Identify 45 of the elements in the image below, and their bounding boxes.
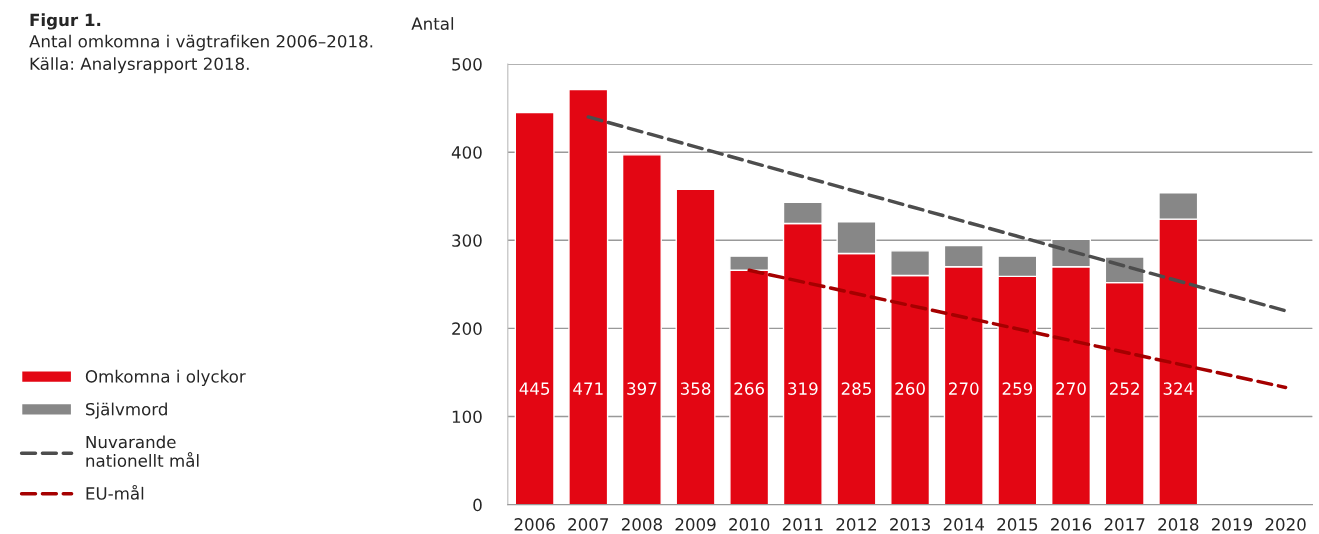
x-tick-label: 2014 xyxy=(943,518,985,531)
bar xyxy=(675,188,716,505)
y-axis-title: Antal xyxy=(411,17,454,31)
data-label: 445 xyxy=(519,382,550,395)
x-tick-label: 2016 xyxy=(1051,518,1092,531)
data-label: 471 xyxy=(573,382,603,395)
data-label: 266 xyxy=(734,382,765,395)
y-tick-label: 0 xyxy=(473,498,482,512)
data-label: 324 xyxy=(1163,382,1194,395)
bar xyxy=(568,88,609,505)
legend-label: Självmord xyxy=(86,402,167,419)
x-tick-label: 2019 xyxy=(1211,518,1252,531)
data-label: 358 xyxy=(680,382,711,395)
data-label: 259 xyxy=(1002,382,1033,395)
x-tick-label: 2010 xyxy=(729,518,770,531)
x-tick-label: 2015 xyxy=(997,518,1038,531)
data-label: 319 xyxy=(788,382,818,395)
y-tick-label: 500 xyxy=(452,58,482,71)
x-tick-label: 2006 xyxy=(514,518,555,531)
bar xyxy=(621,154,662,505)
data-label: 260 xyxy=(895,382,925,395)
x-tick-label: 2011 xyxy=(782,518,823,531)
x-tick-label: 2012 xyxy=(836,518,877,531)
x-tick-label: 2017 xyxy=(1104,518,1145,531)
legend-label: Nuvarande nationellt mål xyxy=(86,435,199,467)
bar xyxy=(514,111,555,505)
y-tick-label: 300 xyxy=(452,234,482,247)
data-label: 285 xyxy=(841,382,871,395)
data-label: 252 xyxy=(1109,382,1139,395)
x-tick-label: 2018 xyxy=(1158,518,1199,531)
y-tick-label: 200 xyxy=(452,322,482,335)
x-tick-label: 2013 xyxy=(890,518,930,531)
y-tick-label: 100 xyxy=(452,410,482,424)
x-tick-label: 2007 xyxy=(568,518,609,531)
data-label: 397 xyxy=(627,382,657,395)
x-tick-label: 2020 xyxy=(1265,518,1306,531)
text: Figur 1. xyxy=(30,13,101,30)
legend-label: EU-mål xyxy=(86,484,144,500)
legend-label: Omkomna i olyckor xyxy=(85,369,246,386)
data-label: 270 xyxy=(1056,382,1086,395)
x-tick-label: 2008 xyxy=(621,518,662,531)
x-tick-label: 2009 xyxy=(675,518,716,531)
data-label: 270 xyxy=(949,382,979,395)
text: Antal omkomna i vägtrafiken 2006–2018. Källa: Analysrapport 2018. xyxy=(29,34,373,74)
y-tick-label: 400 xyxy=(451,146,482,159)
